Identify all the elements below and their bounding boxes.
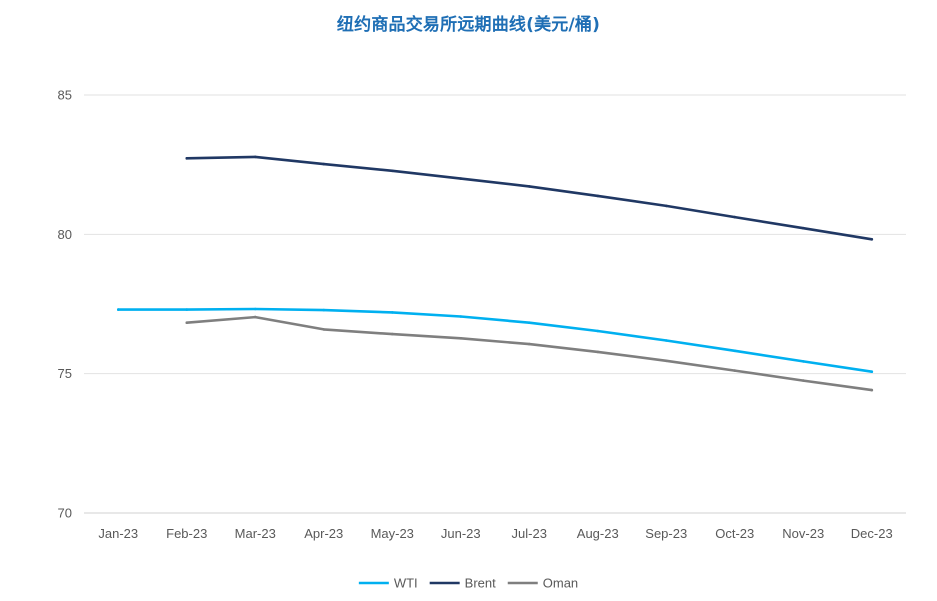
data-point-oman [733, 369, 737, 372]
axes: 70 75 80 85 Jan-23 Feb-23 Mar-23 Apr-23 May-23 Ju… [58, 88, 893, 542]
x-tick-label: May-23 [371, 526, 414, 541]
data-point-oman [528, 342, 531, 346]
x-tick-label: Feb-23 [166, 526, 207, 541]
y-tick-label: 85 [58, 88, 72, 103]
legend-label: WTI [394, 576, 418, 591]
legend-label: Oman [543, 576, 578, 591]
data-point-wti [391, 311, 394, 314]
x-tick-label: Jul-23 [512, 526, 547, 541]
series-line-oman [185, 315, 874, 392]
data-point-brent [665, 204, 668, 208]
legend-label: Brent [465, 576, 496, 591]
x-tick-label: Sep-23 [645, 526, 687, 541]
data-point-oman [322, 328, 326, 331]
data-point-oman [391, 332, 394, 336]
series-line-brent [185, 155, 874, 241]
data-point-wti [870, 370, 874, 374]
y-tick-label: 70 [58, 506, 72, 521]
x-tick-label: Aug-23 [577, 526, 619, 541]
data-point-wti [665, 339, 668, 342]
data-point-wti [185, 308, 189, 311]
data-point-oman [459, 337, 463, 340]
legend: WTI Brent Oman [358, 576, 578, 591]
data-point-oman [254, 315, 257, 319]
x-tick-label: Dec-23 [851, 526, 893, 541]
data-point-brent [528, 185, 531, 188]
gridlines [84, 94, 906, 514]
x-tick-label: Jan-23 [98, 526, 138, 541]
series-lines [117, 155, 874, 392]
y-tick-label: 80 [58, 227, 72, 242]
data-point-wti [322, 308, 326, 312]
x-tick-label: Jun-23 [441, 526, 481, 541]
chart-title: 纽约商品交易所远期曲线(美元/桶) [336, 15, 601, 35]
data-point-wti [254, 307, 257, 311]
y-tick-label: 75 [58, 366, 72, 381]
data-point-brent [185, 157, 189, 160]
x-tick-label: Apr-23 [304, 526, 343, 541]
data-point-brent [459, 177, 463, 180]
data-point-wti [802, 360, 805, 363]
x-tick-label: Oct-23 [715, 526, 754, 541]
legend-item-brent: Brent [429, 576, 496, 591]
data-point-oman [870, 388, 874, 392]
data-point-oman [665, 359, 668, 363]
data-point-brent [254, 155, 257, 159]
x-tick-label: Nov-23 [782, 526, 824, 541]
data-point-oman [802, 379, 805, 382]
legend-item-oman: Oman [507, 576, 578, 591]
data-point-brent [391, 169, 394, 173]
data-point-brent [733, 215, 737, 219]
data-point-brent [596, 194, 600, 198]
series-line-wti [117, 307, 874, 373]
data-point-wti [459, 315, 463, 318]
x-tick-label: Mar-23 [235, 526, 276, 541]
data-point-brent [322, 162, 326, 166]
data-point-wti [117, 308, 120, 311]
data-point-oman [185, 321, 189, 325]
data-point-wti [528, 321, 531, 325]
data-point-brent [802, 226, 805, 230]
data-point-brent [870, 238, 874, 241]
data-point-oman [596, 350, 600, 354]
legend-item-wti: WTI [358, 576, 418, 591]
data-point-wti [596, 329, 600, 333]
data-point-wti [733, 349, 737, 353]
